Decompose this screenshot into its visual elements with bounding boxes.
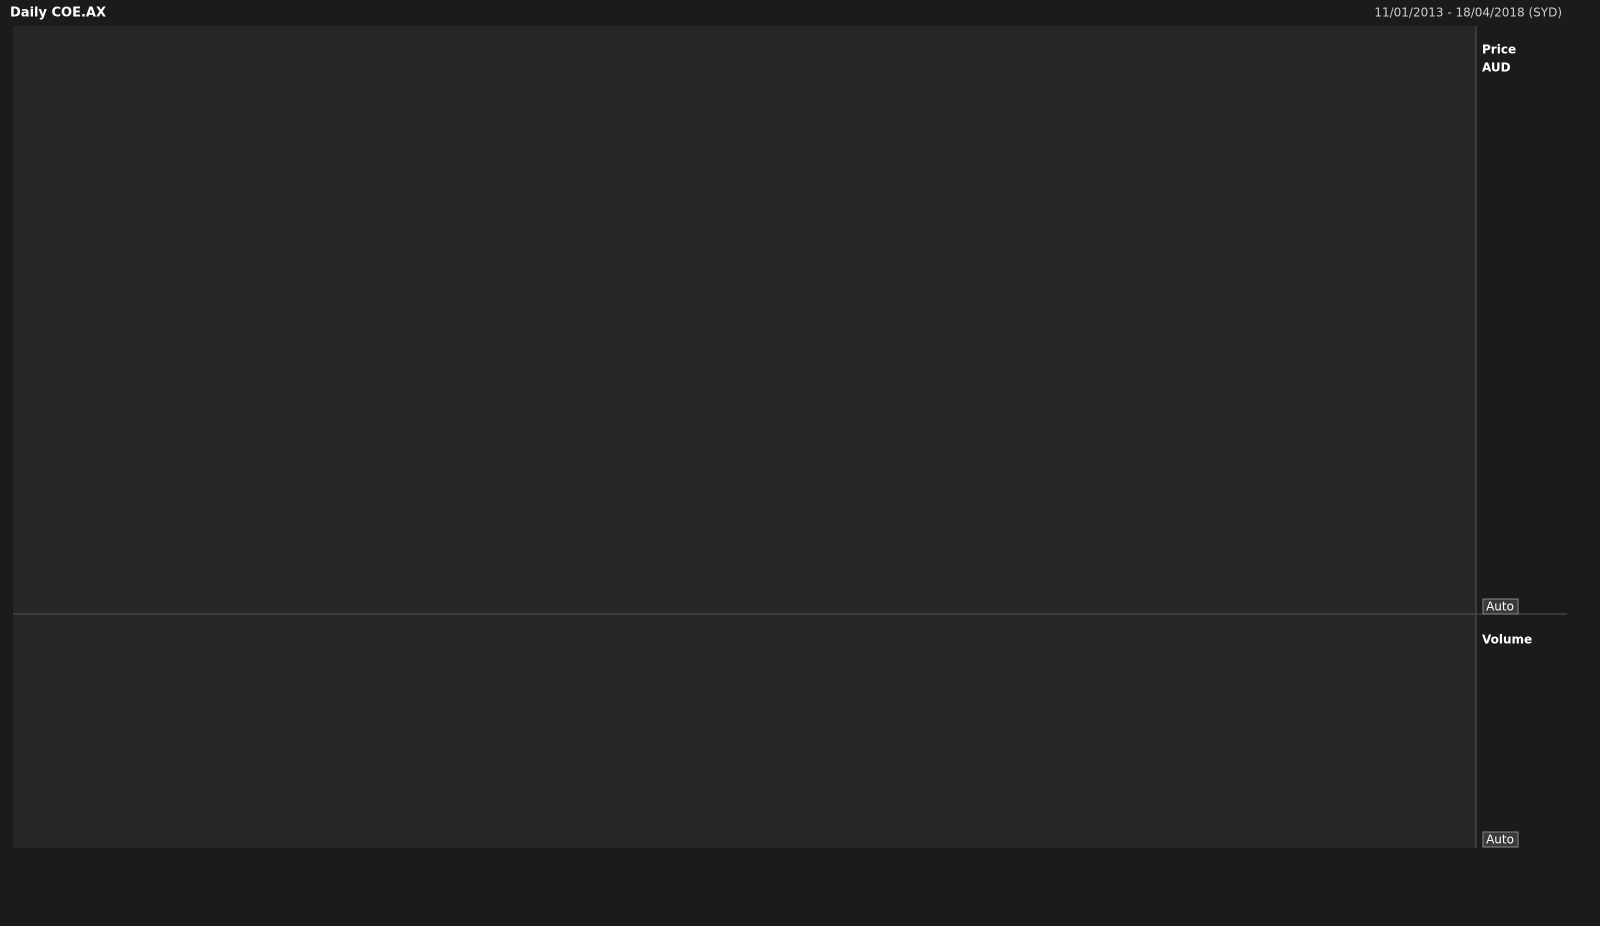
plot-background — [13, 26, 1476, 848]
volume-axis-title: Volume — [1482, 633, 1532, 647]
auto-button-label[interactable]: Auto — [1486, 833, 1514, 847]
date-range: 11/01/2013 - 18/04/2018 (SYD) — [1374, 6, 1562, 20]
price-axis-unit: AUD — [1482, 61, 1511, 75]
auto-button-label[interactable]: Auto — [1486, 600, 1514, 614]
price-axis-title: Price — [1482, 43, 1516, 57]
chart-title: Daily COE.AX — [10, 6, 106, 21]
auto-button[interactable] — [1482, 598, 1519, 615]
auto-button[interactable] — [1482, 831, 1519, 848]
